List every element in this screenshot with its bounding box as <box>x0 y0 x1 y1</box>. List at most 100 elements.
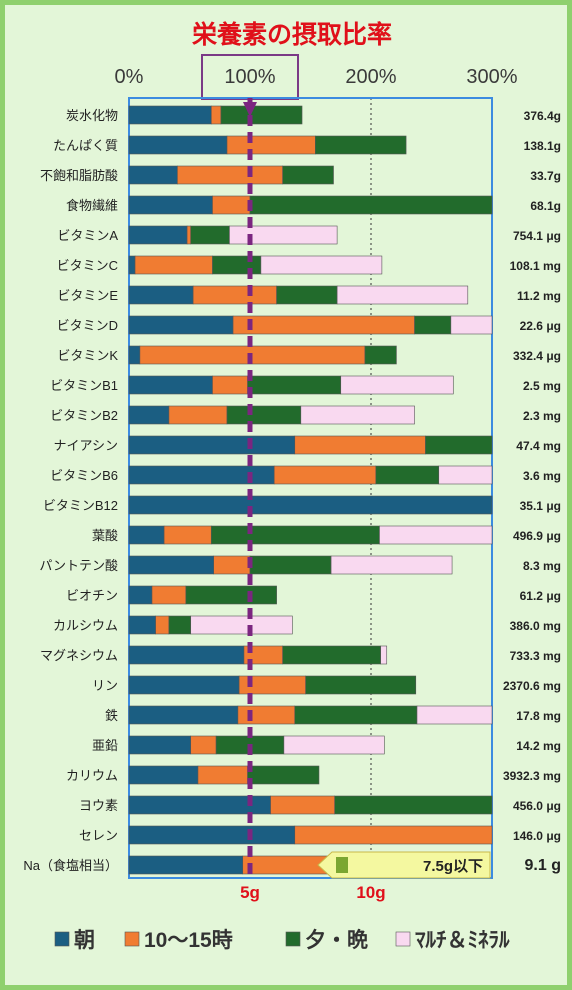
amount-label: 3932.3 mg <box>503 769 561 783</box>
salt-axis-label: 10g <box>356 883 385 902</box>
category-label: リン <box>92 678 118 693</box>
amount-label: 47.4 mg <box>516 439 561 453</box>
category-label: 鉄 <box>105 708 118 723</box>
amount-label: 376.4g <box>524 109 561 123</box>
bar-segment <box>226 405 302 425</box>
bar-segment <box>190 225 230 245</box>
bar-segment <box>128 375 213 395</box>
bar-segment <box>128 195 213 215</box>
category-label: ビタミンK <box>57 348 118 363</box>
x-tick-label: 100% <box>224 66 275 88</box>
bar-segment <box>128 525 165 545</box>
amount-label: 2.3 mg <box>523 409 561 423</box>
bar-segment <box>237 705 296 725</box>
category-label: パントテン酸 <box>39 558 118 573</box>
bar-segment <box>128 315 234 335</box>
legend-swatch <box>285 931 301 947</box>
chart-title: 栄養素の摂取比率 <box>191 20 392 49</box>
amount-label: 22.6 μg <box>520 319 561 333</box>
bar-segment <box>128 225 188 245</box>
category-label: カルシウム <box>53 618 118 633</box>
category-label: カリウム <box>66 768 118 783</box>
bar-segment <box>163 525 212 545</box>
bar-segment <box>380 645 388 665</box>
bar-segment <box>379 525 493 545</box>
bar-segment <box>128 345 141 365</box>
category-label: Na（食塩相当） <box>23 858 118 873</box>
bar-segment <box>249 555 332 575</box>
amount-label: 733.3 mg <box>510 649 561 663</box>
bar-segment <box>128 105 212 125</box>
category-label: ビタミンC <box>57 258 118 273</box>
bar-segment <box>168 615 192 635</box>
bar-segment <box>128 765 199 785</box>
category-label: セレン <box>79 828 118 843</box>
legend-label: 夕・晩 <box>305 928 368 952</box>
bar-segment <box>128 615 156 635</box>
bar-segment <box>128 705 239 725</box>
bar-segment <box>213 555 251 575</box>
amount-label: 332.4 μg <box>513 349 561 363</box>
amount-label: 754.1 μg <box>513 229 561 243</box>
bar-segment <box>192 285 277 305</box>
bar-segment <box>273 465 377 485</box>
category-label: ナイアシン <box>54 438 118 453</box>
bar-segment <box>128 495 493 515</box>
bar-segment <box>226 135 316 155</box>
bar-segment <box>128 435 296 455</box>
bar-segment <box>294 825 493 845</box>
category-label: ビタミンB1 <box>50 378 118 393</box>
bar-segment <box>210 105 222 125</box>
legend-swatch <box>124 931 140 947</box>
amount-label: 8.3 mg <box>523 559 561 573</box>
bar-segment <box>305 675 417 695</box>
bar-segment <box>134 255 213 275</box>
amount-label: 68.1g <box>530 199 561 213</box>
category-label: 食物繊維 <box>66 198 118 213</box>
bar-segment <box>186 225 192 245</box>
reference-arrow-head <box>243 102 257 117</box>
amount-label: 33.7g <box>530 169 561 183</box>
bar-segment <box>128 255 136 275</box>
bar-segment <box>155 615 170 635</box>
bar-segment <box>247 375 342 395</box>
category-label: 炭水化物 <box>66 108 118 123</box>
amount-label: 3.6 mg <box>523 469 561 483</box>
plot-border <box>128 97 493 879</box>
amount-label: 386.0 mg <box>510 619 561 633</box>
bar-segment <box>270 795 336 815</box>
amount-label: 61.2 μg <box>520 589 561 603</box>
amount-label: 17.8 mg <box>516 709 561 723</box>
bar-segment <box>334 795 493 815</box>
bar-segment <box>294 435 426 455</box>
bar-segment <box>212 195 251 215</box>
bar-segment <box>128 675 240 695</box>
category-label: 亜鉛 <box>92 738 118 753</box>
bar-segment <box>364 345 397 365</box>
bar-segment <box>128 585 153 605</box>
amount-label: 496.9 μg <box>513 529 561 543</box>
bar-segment <box>282 165 334 185</box>
bar-segment <box>336 285 469 305</box>
amount-label: 108.1 mg <box>510 259 561 273</box>
bar-segment <box>260 255 383 275</box>
bar-segment <box>416 705 493 725</box>
bar-segment <box>210 525 380 545</box>
bar-segment <box>212 255 262 275</box>
category-label: ビタミンE <box>57 288 118 303</box>
bar-segment <box>294 705 418 725</box>
amount-label: 456.0 μg <box>513 799 561 813</box>
bar-segment <box>276 285 338 305</box>
bar-segment <box>128 825 296 845</box>
category-label: ビタミンA <box>57 228 118 243</box>
bar-segment <box>315 135 407 155</box>
amount-label: 2370.6 mg <box>503 679 561 693</box>
category-label: たんぱく質 <box>53 138 118 153</box>
bar-segment <box>425 435 493 455</box>
category-label: マグネシウム <box>40 648 118 663</box>
bar-segment <box>340 375 454 395</box>
bar-segment <box>375 465 440 485</box>
amount-label: 138.1g <box>524 139 561 153</box>
x-tick-label: 0% <box>115 66 144 88</box>
category-label: ビタミンD <box>57 318 118 333</box>
